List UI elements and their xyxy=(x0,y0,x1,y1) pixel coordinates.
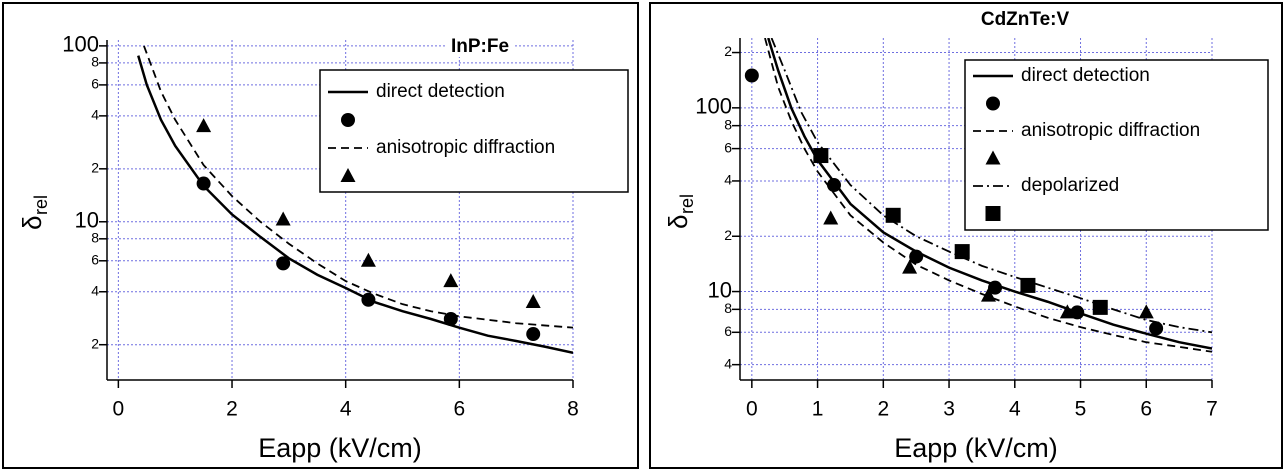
legend-label: anisotropic diffraction xyxy=(1021,120,1200,141)
legend-marker xyxy=(985,206,1001,221)
y-tick-label: 6 xyxy=(724,323,732,339)
legend-box xyxy=(319,69,629,193)
y-tick-label: 2 xyxy=(724,43,732,59)
y-tick-label: 10 xyxy=(75,208,99,233)
x-axis-label: Eapp (kV/cm) xyxy=(258,433,422,463)
data-point xyxy=(827,178,842,193)
y-axis-label-main: δ xyxy=(17,216,47,230)
data-point xyxy=(361,292,376,307)
legend-label: depolarized xyxy=(1021,175,1119,196)
legend-marker xyxy=(985,150,1001,165)
x-axis-label: Eapp (kV/cm) xyxy=(894,433,1058,463)
x-tick-label: 4 xyxy=(340,398,352,421)
y-tick-label: 4 xyxy=(724,355,732,371)
data-point xyxy=(885,207,901,223)
y-tick-label: 4 xyxy=(91,282,99,298)
y-tick-label: 2 xyxy=(91,160,99,176)
y-tick-label: 8 xyxy=(91,230,99,246)
line-series xyxy=(137,55,573,354)
data-point xyxy=(196,176,211,191)
data-point xyxy=(526,327,541,342)
y-tick-label: 8 xyxy=(724,300,732,316)
data-point xyxy=(196,118,212,133)
x-tick-label: 0 xyxy=(113,398,125,421)
data-point xyxy=(1149,321,1164,336)
data-point xyxy=(813,148,829,164)
legend-marker xyxy=(341,113,355,127)
data-point xyxy=(443,273,459,288)
x-tick-label: 6 xyxy=(1140,398,1152,421)
data-point xyxy=(902,259,918,274)
data-point xyxy=(1070,305,1085,320)
data-point xyxy=(744,68,759,83)
legend-box xyxy=(964,59,1269,231)
y-tick-label: 4 xyxy=(91,107,99,123)
legend-label: direct detection xyxy=(1021,65,1150,86)
y-tick-label: 10 xyxy=(708,277,732,302)
chart-title: CdZnTe:V xyxy=(981,9,1070,30)
x-tick-label: 2 xyxy=(877,398,889,421)
line-series xyxy=(767,38,1212,350)
data-point xyxy=(1020,277,1036,293)
y-tick-label: 6 xyxy=(724,139,732,155)
data-point xyxy=(525,293,541,308)
x-tick-label: 6 xyxy=(453,398,465,421)
y-tick-label: 8 xyxy=(91,54,99,70)
legend-label: anisotropic diffraction xyxy=(376,137,555,158)
x-tick-label: 8 xyxy=(567,398,579,421)
y-tick-label: 8 xyxy=(724,116,732,132)
chart-title: InP:Fe xyxy=(451,36,509,57)
x-tick-label: 0 xyxy=(746,398,758,421)
data-point xyxy=(1059,304,1075,319)
data-point xyxy=(954,244,970,260)
title-background xyxy=(976,9,1074,31)
data-point xyxy=(980,287,996,302)
y-axis-label-sub: rel xyxy=(677,194,697,214)
legend-marker xyxy=(986,96,1000,111)
y-tick-label: 6 xyxy=(91,76,99,92)
y-tick-label: 2 xyxy=(91,335,99,351)
y-tick-label: 6 xyxy=(91,251,99,267)
data-point xyxy=(909,249,924,264)
plot-area xyxy=(137,45,573,354)
x-tick-label: 7 xyxy=(1206,398,1218,421)
line-series xyxy=(143,45,573,329)
data-point xyxy=(988,280,1003,295)
x-tick-label: 2 xyxy=(226,398,238,421)
y-tick-label: 100 xyxy=(62,32,99,57)
data-point xyxy=(360,252,376,267)
data-point xyxy=(1092,299,1108,315)
y-axis-label-main: δ xyxy=(663,215,693,229)
y-tick-label: 2 xyxy=(724,227,732,243)
y-tick-label: 100 xyxy=(695,94,732,119)
data-point xyxy=(1138,304,1154,319)
data-point xyxy=(443,312,458,327)
data-point xyxy=(275,211,291,226)
data-point xyxy=(276,256,291,271)
line-series xyxy=(764,38,1212,353)
x-tick-label: 1 xyxy=(812,398,824,421)
legend-label: direct detection xyxy=(376,81,505,102)
x-tick-label: 5 xyxy=(1075,398,1087,421)
y-tick-label: 4 xyxy=(724,172,732,188)
data-point xyxy=(823,210,839,225)
x-tick-label: 4 xyxy=(1009,398,1021,421)
legend-marker xyxy=(340,168,356,182)
y-axis-label-sub: rel xyxy=(31,195,51,215)
x-tick-label: 3 xyxy=(943,398,955,421)
panel-frame xyxy=(649,2,1283,469)
title-background xyxy=(446,36,514,58)
panel-frame xyxy=(2,2,639,469)
